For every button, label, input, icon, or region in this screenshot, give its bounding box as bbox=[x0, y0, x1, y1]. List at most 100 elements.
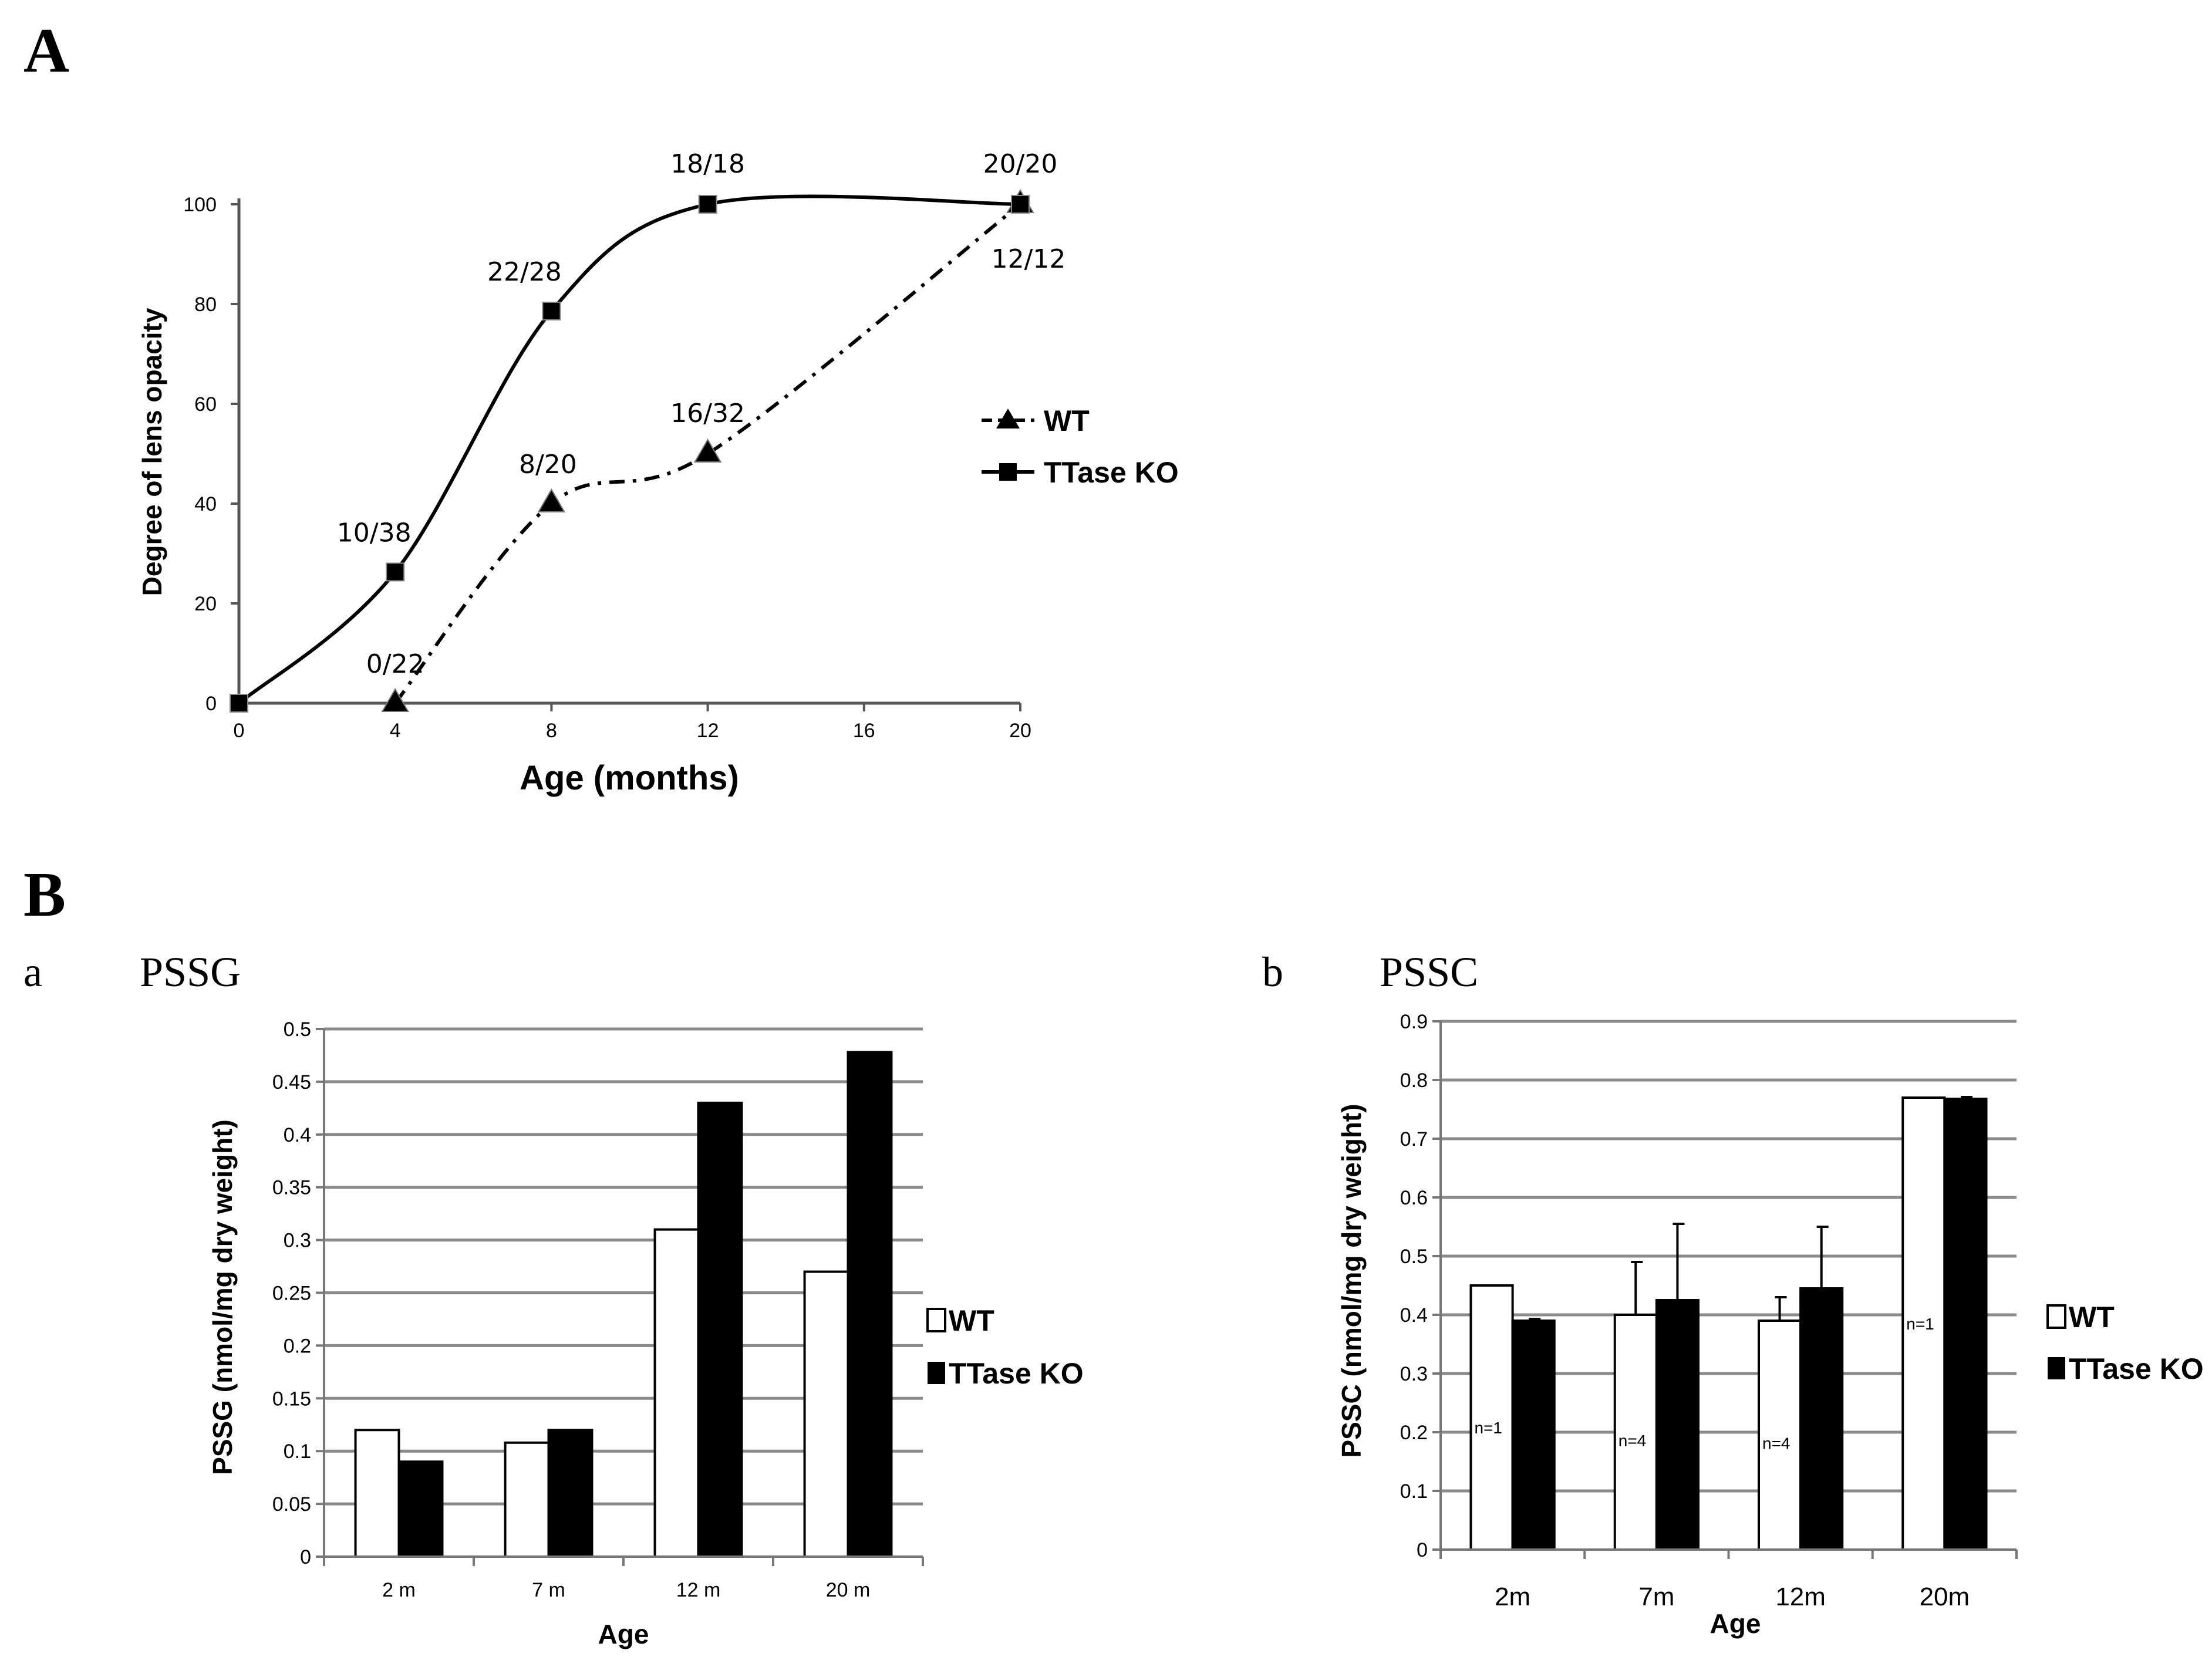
y-tick-label: 0.4 bbox=[284, 1124, 311, 1146]
data-point-wt bbox=[381, 688, 409, 712]
y-tick-label: 0 bbox=[300, 1546, 311, 1568]
y-tick-label: 0.6 bbox=[1400, 1187, 1428, 1209]
chart-bb-x-axis-title: Age bbox=[1710, 1608, 1761, 1639]
bar-wt-2-m bbox=[354, 1429, 400, 1558]
chart-a-axes: 0 20 40 60 80 100 0 4 8 12 16 20 bbox=[183, 194, 1031, 742]
y-tick-label: 0.35 bbox=[272, 1177, 311, 1199]
y-tick-label: 0.2 bbox=[284, 1335, 311, 1357]
bar-wt-7-m bbox=[504, 1441, 550, 1558]
legend-wt-label: WT bbox=[2069, 1301, 2115, 1334]
chart-bb-axes: 0 0.1 0.2 0.3 0.4 0.5 0.6 0.7 0.8 0.9 2m 7m 12m 20m bbox=[1400, 1011, 2018, 1611]
chart-a-lens-opacity: 0 20 40 60 80 100 0 4 8 12 16 20 0/22 8/20 16/32 12/12… bbox=[137, 149, 1179, 797]
x-tick-label: 12 bbox=[697, 720, 719, 742]
chart-bb-title: PSSC bbox=[1380, 949, 1478, 996]
chart-ba-legend: WT TTase KO bbox=[926, 1304, 1084, 1390]
legend-wt-label: WT bbox=[1044, 404, 1090, 437]
legend-ko-swatch bbox=[928, 1362, 945, 1384]
legend-ko-label: TTase KO bbox=[949, 1357, 1084, 1390]
y-tick-label: 0.3 bbox=[1400, 1363, 1428, 1385]
x-tick-label: 8 bbox=[546, 720, 557, 742]
n-annotation: n=1 bbox=[1906, 1315, 1934, 1333]
y-tick-label: 0.15 bbox=[272, 1388, 311, 1410]
series-line-wt bbox=[393, 203, 1021, 704]
x-tick-label: 0 bbox=[234, 720, 245, 742]
bar-ttase-ko-2-m bbox=[397, 1460, 444, 1558]
legend-wt-swatch bbox=[926, 1308, 946, 1332]
data-point-ttase-ko bbox=[386, 562, 405, 582]
n-annotation: n=4 bbox=[1618, 1432, 1647, 1450]
y-tick-label: 0.05 bbox=[272, 1493, 311, 1516]
chart-a-y-axis-title: Degree of lens opacity bbox=[137, 308, 167, 596]
y-tick-label: 0.1 bbox=[284, 1440, 311, 1463]
bar-wt-12-m bbox=[653, 1228, 700, 1558]
chart-ba-pssg: PSSG 0 0.05 0.1 0.15 0.2 0.25 0.3 0.35 0.4 0.45 0.… bbox=[140, 949, 1084, 1649]
chart-bb-y-axis-title: PSSC (nmol/mg dry weight) bbox=[1336, 1104, 1367, 1457]
bar-ttase-ko-12m bbox=[1799, 1287, 1844, 1551]
chart-a-markers bbox=[230, 189, 1034, 713]
x-tick-label: 12 m bbox=[676, 1579, 721, 1601]
y-tick-label: 0.9 bbox=[1400, 1011, 1428, 1033]
bar-wt-20m bbox=[1901, 1096, 1946, 1551]
x-tick-label: 7m bbox=[1638, 1582, 1674, 1611]
bar-ttase-ko-7m bbox=[1655, 1299, 1700, 1551]
bar-ttase-ko-12-m bbox=[697, 1101, 743, 1558]
x-tick-label: 7 m bbox=[532, 1579, 565, 1601]
y-tick-label: 0 bbox=[205, 693, 217, 715]
data-point-ttase-ko bbox=[542, 301, 561, 320]
y-tick-label: 0.5 bbox=[1400, 1246, 1428, 1268]
bar-wt-20-m bbox=[803, 1270, 849, 1558]
data-label-ttase-ko: 22/28 bbox=[487, 257, 562, 287]
chart-ba-bars bbox=[354, 1051, 893, 1558]
bar-ttase-ko-20-m bbox=[847, 1051, 893, 1558]
series-line-ttase-ko bbox=[238, 194, 1021, 705]
y-tick-label: 0.1 bbox=[1400, 1480, 1428, 1503]
y-tick-label: 0 bbox=[1417, 1539, 1428, 1561]
chart-bb-legend: WT TTase KO bbox=[2046, 1301, 2204, 1385]
y-tick-label: 0.2 bbox=[1400, 1422, 1428, 1444]
data-point-ttase-ko bbox=[698, 195, 717, 214]
chart-ba-y-axis-title: PSSG (nmol/mg dry weight) bbox=[207, 1119, 238, 1475]
n-annotation: n=4 bbox=[1762, 1434, 1790, 1452]
chart-a-legend: WT TTase KO bbox=[982, 404, 1179, 489]
chart-ba-x-axis-title: Age bbox=[598, 1619, 649, 1649]
chart-ba-title: PSSG bbox=[140, 949, 241, 996]
legend-wt-label: WT bbox=[949, 1304, 994, 1337]
y-tick-label: 0.8 bbox=[1400, 1069, 1428, 1092]
panel-label-b: b bbox=[1262, 949, 1283, 996]
x-tick-label: 20 bbox=[1009, 720, 1031, 742]
data-point-ttase-ko bbox=[230, 694, 248, 713]
panel-label-B: B bbox=[23, 860, 66, 930]
data-label-wt: 12/12 bbox=[992, 244, 1066, 274]
legend-ko-marker bbox=[999, 463, 1017, 481]
y-tick-label: 20 bbox=[194, 593, 217, 615]
data-label-wt: 16/32 bbox=[670, 399, 745, 428]
data-point-wt bbox=[693, 438, 722, 463]
x-tick-label: 12m bbox=[1775, 1582, 1826, 1611]
chart-a-point-labels: 0/22 8/20 16/32 12/12 10/38 22/28 18/18 20/20 bbox=[337, 149, 1066, 679]
data-point-wt bbox=[537, 488, 566, 512]
legend-ko-swatch bbox=[2048, 1357, 2065, 1379]
x-tick-label: 2m bbox=[1495, 1582, 1530, 1611]
y-tick-label: 0.45 bbox=[272, 1071, 311, 1094]
x-tick-label: 20m bbox=[1920, 1582, 1970, 1611]
x-tick-label: 16 bbox=[853, 720, 875, 742]
y-tick-label: 0.4 bbox=[1400, 1304, 1428, 1327]
chart-a-x-axis-title: Age (months) bbox=[520, 759, 739, 797]
x-tick-label: 20 m bbox=[826, 1579, 871, 1601]
bar-wt-2m bbox=[1469, 1284, 1514, 1551]
chart-ba-axes: 0 0.05 0.1 0.15 0.2 0.25 0.3 0.35 0.4 0.45 0.5 2 m 7… bbox=[272, 1018, 924, 1601]
data-label-ttase-ko: 10/38 bbox=[337, 518, 412, 548]
y-tick-label: 0.5 bbox=[284, 1018, 311, 1041]
bar-ttase-ko-2m bbox=[1511, 1320, 1556, 1551]
bar-ttase-ko-20m bbox=[1943, 1098, 1988, 1551]
x-tick-label: 2 m bbox=[382, 1579, 416, 1601]
chart-a-series-lines bbox=[238, 194, 1021, 705]
x-tick-label: 4 bbox=[390, 720, 401, 742]
panel-label-a: a bbox=[23, 949, 42, 996]
legend-ko-label: TTase KO bbox=[1044, 456, 1179, 489]
chart-bb-bars: n=1 n=4 n=4 n=1 bbox=[1469, 1096, 1988, 1551]
y-tick-label: 40 bbox=[194, 493, 217, 515]
y-tick-label: 0.7 bbox=[1400, 1128, 1428, 1150]
panel-label-A: A bbox=[23, 16, 69, 86]
